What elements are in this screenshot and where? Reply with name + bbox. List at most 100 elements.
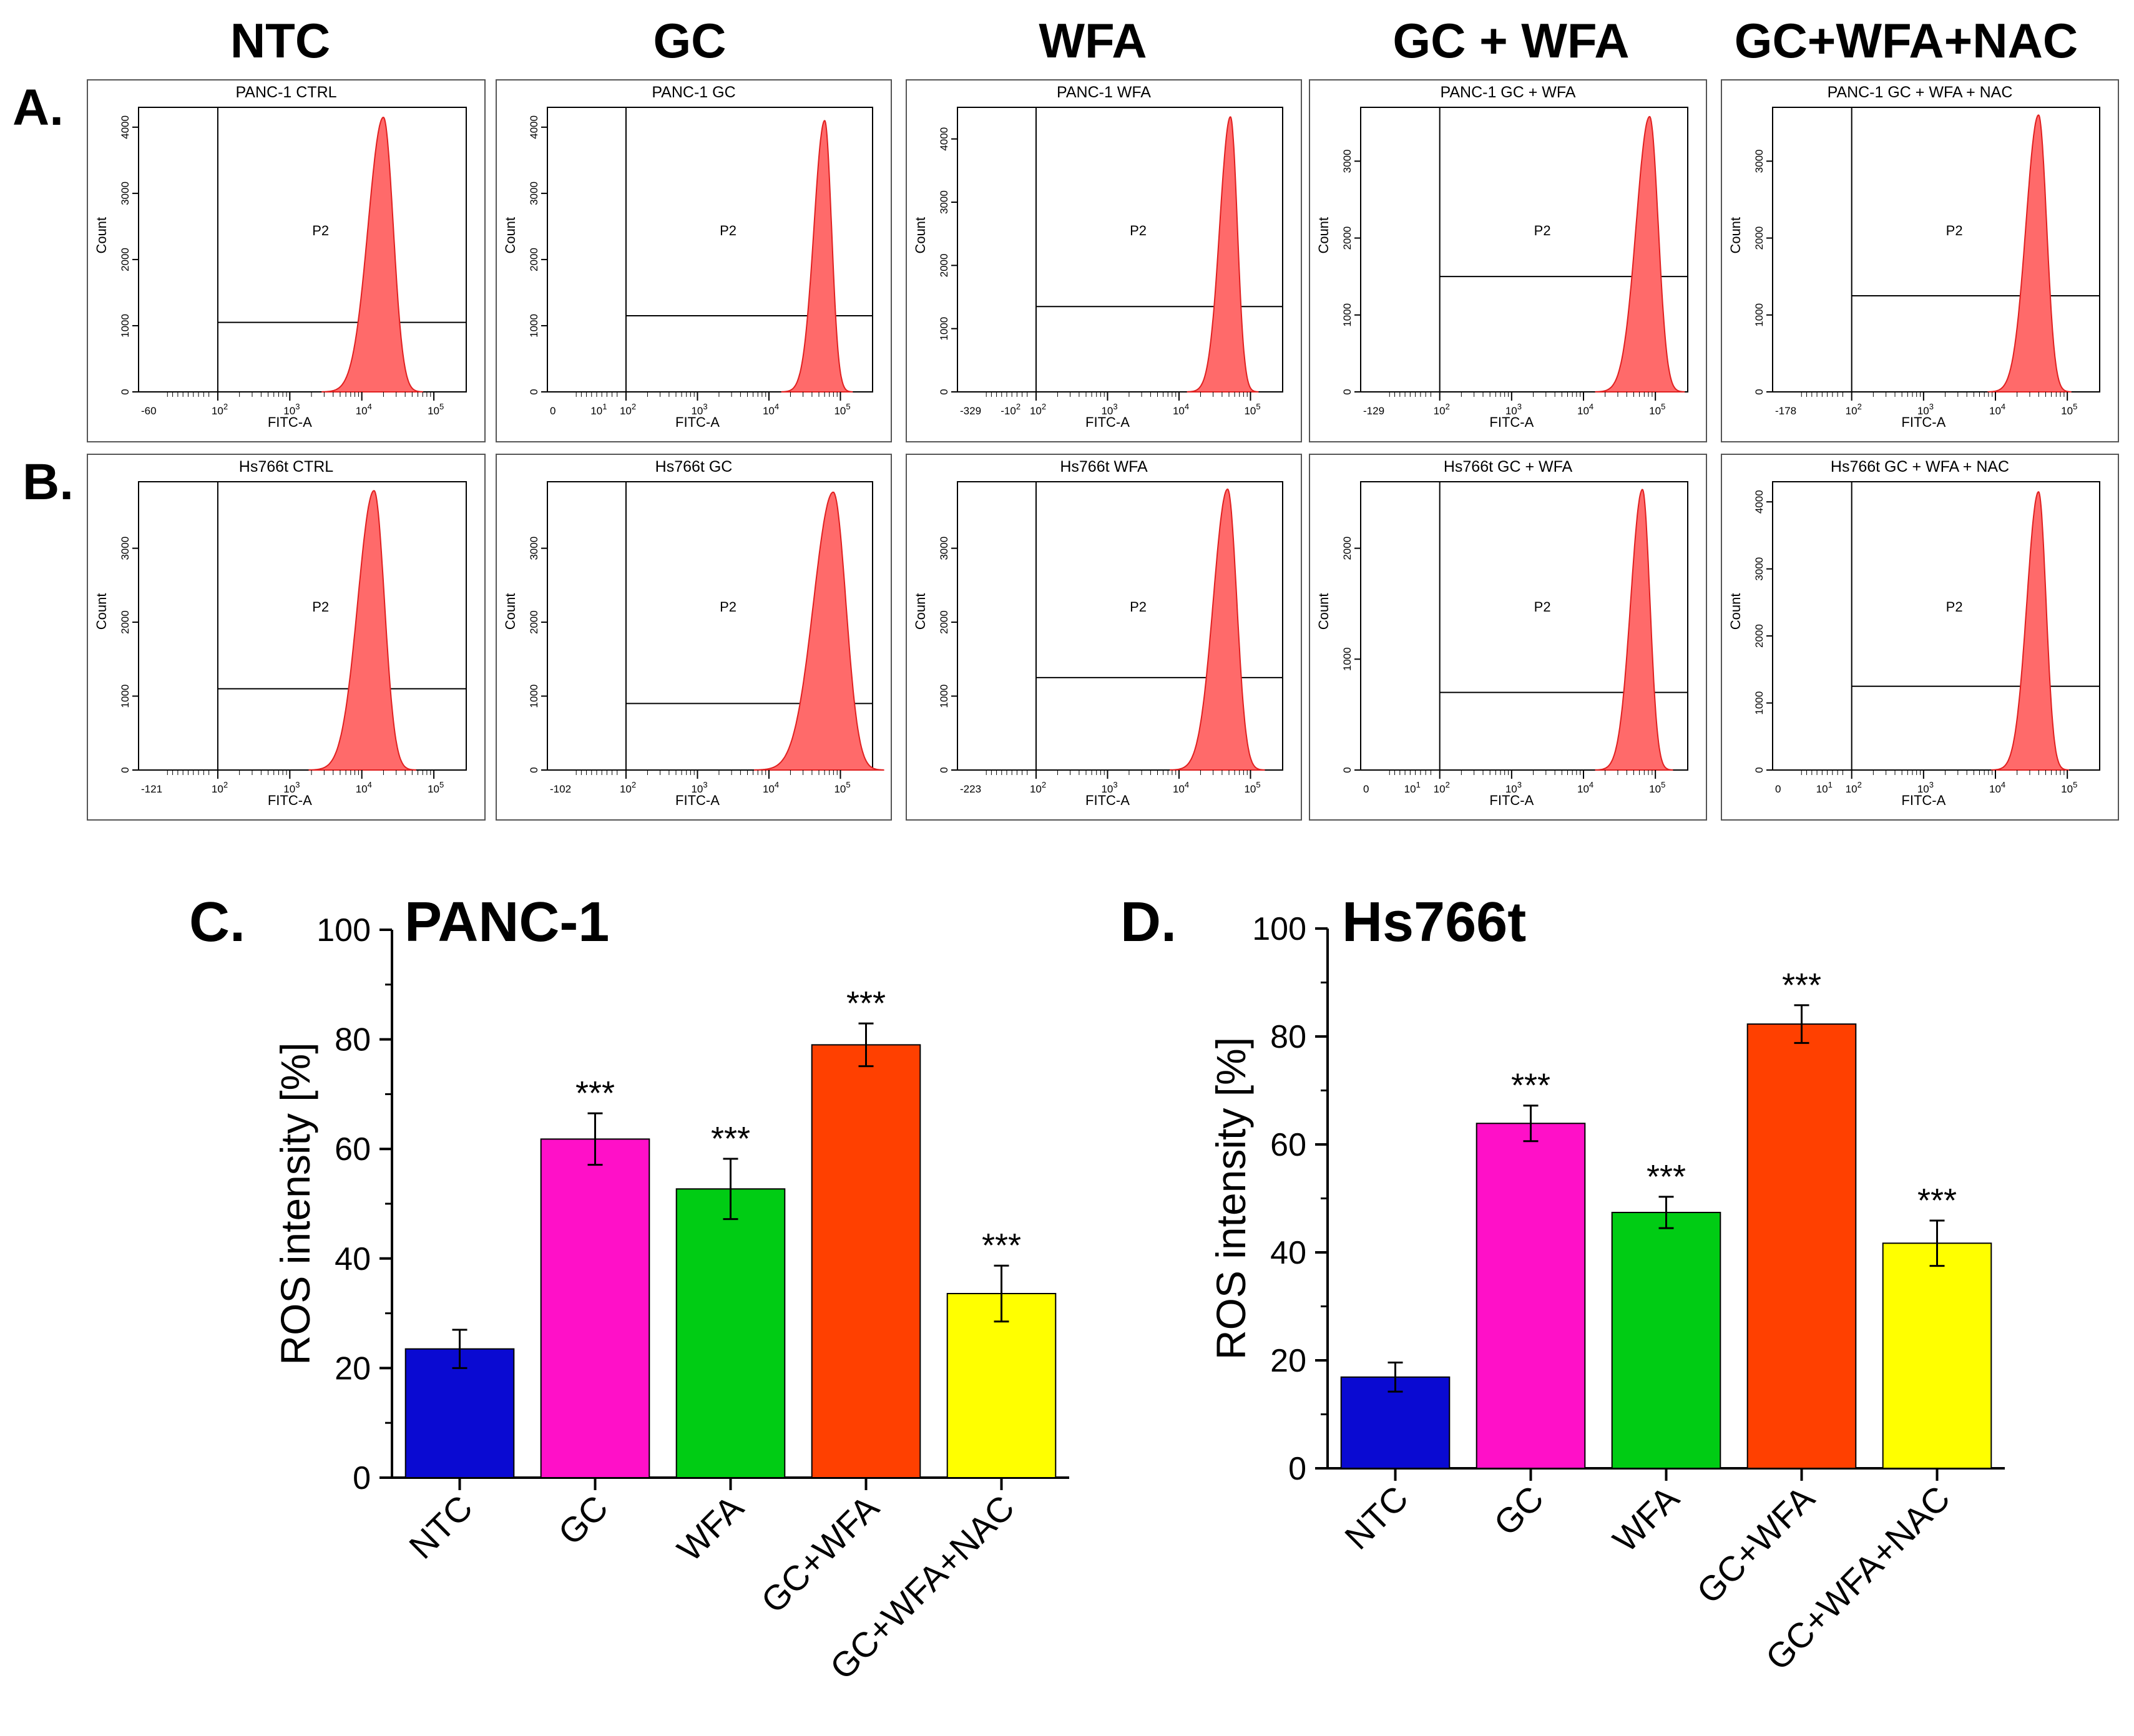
x-tick-label: 103 <box>283 780 300 795</box>
y-tick-label: 2000 <box>119 610 131 634</box>
y-tick-label: 2000 <box>1753 624 1765 648</box>
gate-label: P2 <box>1130 599 1147 615</box>
y-axis-label: Count <box>502 217 518 254</box>
plot-area <box>1772 107 2100 393</box>
x-tick-label: 105 <box>834 402 850 417</box>
y-tick-label: 20 <box>1270 1343 1306 1379</box>
plot-area <box>1360 107 1688 393</box>
y-axis-label: Count <box>94 217 109 254</box>
y-tick-label: 3000 <box>1341 149 1353 173</box>
y-tick-label: 3000 <box>1753 149 1765 173</box>
flow-panel-title: Hs766t CTRL <box>239 458 334 475</box>
flow-panel-title: Hs766t GC + WFA + NAC <box>1831 458 2009 475</box>
x-tick-label: 103 <box>691 402 707 417</box>
flow-cytometry-panels: PANC-1 CTRL P2 0 1000 2000 3000 4000 Count 102 10… <box>87 79 2119 821</box>
x-tick-label: 102 <box>620 780 636 795</box>
significance-marker: *** <box>1917 1182 1957 1219</box>
category-label: WFA <box>1605 1478 1687 1559</box>
plot-area <box>1772 481 2100 771</box>
flow-panel-title: PANC-1 CTRL <box>235 84 336 101</box>
histogram-peak <box>754 491 884 771</box>
x-tick-label: 104 <box>1989 402 2005 417</box>
y-tick-label: 1000 <box>1341 303 1353 327</box>
y-tick-label: 1000 <box>938 685 950 708</box>
x-min-label: -102 <box>550 783 571 795</box>
x-axis-label: FITC-A <box>1085 792 1130 808</box>
flow-panel-title: PANC-1 GC + WFA + NAC <box>1828 84 2013 101</box>
category-label: GC+WFA <box>753 1487 886 1620</box>
x-axis-label: FITC-A <box>1085 414 1130 430</box>
gate-label: P2 <box>1946 223 1963 238</box>
x-tick-label: 104 <box>1577 402 1593 417</box>
row-letter-a: A. <box>12 79 64 136</box>
y-tick-label: 0 <box>938 389 950 394</box>
y-axis-label: Count <box>94 593 109 630</box>
category-label: NTC <box>1337 1478 1416 1557</box>
gate-label: P2 <box>1534 223 1551 238</box>
y-tick-label: 1000 <box>119 314 131 338</box>
bar <box>811 1044 921 1478</box>
y-tick-label: 0 <box>1341 767 1353 773</box>
x-min-label: 0 <box>550 405 556 417</box>
y-tick-label: 1000 <box>119 685 131 708</box>
x-tick-label: 105 <box>428 402 444 417</box>
category-label: GC <box>1486 1478 1551 1543</box>
x-axis-label: FITC-A <box>1489 792 1534 808</box>
column-title-gc-wfa: GC + WFA <box>1392 13 1629 68</box>
x-tick-label: 102 <box>212 402 228 417</box>
y-tick-label: 4000 <box>938 127 950 151</box>
significance-marker: *** <box>575 1075 615 1112</box>
x-tick-label: 103 <box>1505 780 1522 795</box>
plot-area <box>1360 481 1688 771</box>
flow-panel: PANC-1 CTRL P2 0 1000 2000 3000 4000 Count 102 10… <box>87 79 486 442</box>
flow-panel-title: Hs766t WFA <box>1060 458 1148 475</box>
bar <box>540 1138 650 1478</box>
y-tick-label: 80 <box>1270 1019 1306 1055</box>
x-axis-label: FITC-A <box>675 414 720 430</box>
significance-marker: *** <box>1647 1158 1686 1196</box>
bar <box>675 1188 786 1478</box>
x-tick-label: 102 <box>620 402 636 417</box>
y-tick-label: 0 <box>1753 767 1765 773</box>
flow-panel-title: PANC-1 WFA <box>1057 84 1151 101</box>
bar-chart-title-hs766t: Hs766t <box>1342 891 1526 953</box>
y-tick-label: 1000 <box>938 317 950 341</box>
y-tick-label: 100 <box>1252 911 1306 947</box>
x-tick-label: 102 <box>1846 780 1862 795</box>
x-tick-label: 104 <box>763 402 779 417</box>
x-min-label: -329 <box>960 405 981 417</box>
y-tick-label: 2000 <box>938 610 950 634</box>
y-tick-label: 2000 <box>1753 227 1765 250</box>
y-tick-label: 40 <box>1270 1235 1306 1271</box>
y-tick-label: 2000 <box>1341 537 1353 560</box>
x-extra-tick-label: -102 <box>1001 402 1021 417</box>
y-axis-label: Count <box>1316 217 1331 254</box>
flow-panel: PANC-1 WFA P2 0 1000 2000 3000 4000 Count 102 103… <box>906 79 1302 442</box>
flow-panel-title: PANC-1 GC <box>652 84 735 101</box>
histogram-peak <box>1595 115 1685 393</box>
y-tick-label: 80 <box>335 1022 371 1058</box>
flow-panel-frame <box>87 79 486 442</box>
category-label: GC <box>551 1488 615 1553</box>
x-min-label: -178 <box>1775 405 1796 417</box>
flow-panel-frame <box>87 454 486 821</box>
significance-marker: *** <box>1782 967 1821 1004</box>
y-axis-label: Count <box>1728 593 1743 630</box>
x-tick-label: 105 <box>2061 780 2077 795</box>
gate-label: P2 <box>1946 599 1963 615</box>
flow-panel: Hs766t GC + WFA + NAC P2 0 1000 2000 3000 4000… <box>1721 454 2119 821</box>
y-axis-label: Count <box>502 593 518 630</box>
x-tick-label: 103 <box>1917 402 1934 417</box>
row-letter-b: B. <box>22 454 74 510</box>
y-axis-label: Count <box>1316 593 1331 630</box>
x-tick-label: 105 <box>428 780 444 795</box>
significance-marker: *** <box>1511 1067 1550 1105</box>
histogram-peak <box>308 490 416 771</box>
x-tick-label: 103 <box>1505 402 1522 417</box>
flow-panel: Hs766t GC + WFA P2 0 1000 2000 Count 102 103 104… <box>1309 454 1707 821</box>
bar <box>1476 1123 1586 1469</box>
histogram-peak <box>781 120 853 393</box>
y-tick-label: 3000 <box>119 537 131 560</box>
bar <box>946 1292 1057 1478</box>
y-tick-label: 0 <box>119 767 131 773</box>
